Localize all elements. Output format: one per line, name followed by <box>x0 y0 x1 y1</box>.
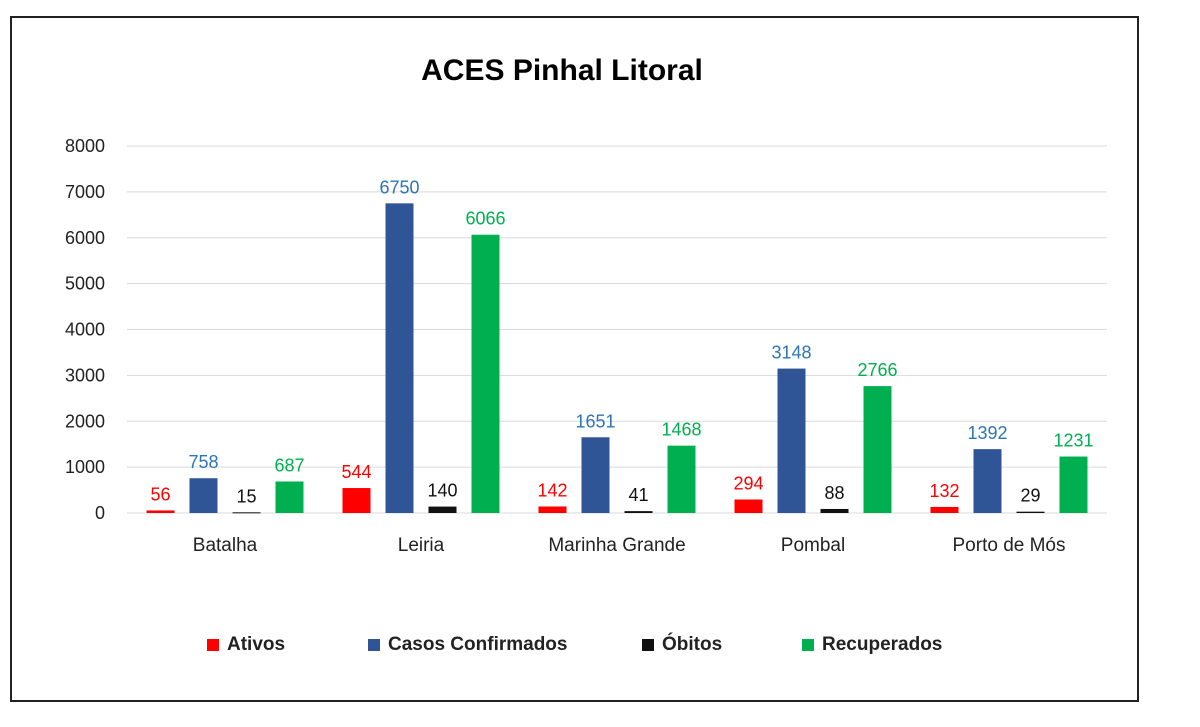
bar <box>275 481 304 513</box>
data-label: 687 <box>274 455 304 475</box>
data-label: 758 <box>188 452 218 472</box>
bar <box>1016 511 1045 513</box>
data-label: 41 <box>628 485 648 505</box>
data-label: 544 <box>341 462 371 482</box>
data-label: 294 <box>733 474 763 494</box>
y-tick-label: 6000 <box>65 228 105 248</box>
legend-swatch <box>207 639 219 651</box>
data-label: 6750 <box>379 177 419 197</box>
data-label: 132 <box>929 481 959 501</box>
x-category-label: Marinha Grande <box>548 535 685 556</box>
x-category-label: Leiria <box>398 535 445 556</box>
data-labels: 56 758 15 687 544 6750 140 6066 142 1651 41 1468 294… <box>150 177 1093 506</box>
data-label: 1651 <box>575 411 615 431</box>
data-label: 1392 <box>967 423 1007 443</box>
bar <box>471 234 500 514</box>
legend-label: Ativos <box>227 634 285 655</box>
bar <box>232 512 261 514</box>
bar <box>973 449 1002 513</box>
bar <box>734 499 763 513</box>
legend-label: Óbitos <box>662 633 722 655</box>
y-tick-label: 4000 <box>65 320 105 340</box>
legend-swatch <box>802 639 814 651</box>
data-label: 1231 <box>1053 431 1093 451</box>
x-axis-categories: Batalha Leiria Marinha Grande Pombal Porto d… <box>193 535 1066 556</box>
bar <box>777 368 806 513</box>
x-category-label: Porto de Mós <box>953 535 1066 556</box>
y-tick-label: 5000 <box>65 274 105 294</box>
bars <box>146 203 1088 514</box>
bar <box>820 508 849 513</box>
data-label: 3148 <box>771 343 811 363</box>
y-tick-label: 1000 <box>65 457 105 477</box>
y-tick-label: 7000 <box>65 182 105 202</box>
x-category-label: Batalha <box>193 535 258 556</box>
bar <box>667 445 696 513</box>
bar <box>581 437 610 513</box>
y-axis-ticks: 0 1000 2000 3000 4000 5000 6000 7000 8000 <box>65 136 105 523</box>
bar <box>1059 456 1088 513</box>
data-label: 56 <box>150 484 170 504</box>
data-label: 2766 <box>857 360 897 380</box>
bar <box>930 506 959 513</box>
data-label: 6066 <box>465 209 505 229</box>
data-label: 88 <box>824 483 844 503</box>
legend-label: Casos Confirmados <box>388 634 567 655</box>
bar <box>624 511 653 513</box>
x-category-label: Pombal <box>781 535 845 556</box>
bar <box>385 203 414 513</box>
bar <box>189 478 218 513</box>
bar <box>146 510 175 513</box>
chart-frame: ACES Pinhal Litoral 0 1000 2000 3000 4000 500… <box>10 16 1139 702</box>
y-tick-label: 3000 <box>65 365 105 385</box>
data-label: 142 <box>537 480 567 500</box>
bar <box>863 386 892 513</box>
legend-swatch <box>368 639 380 651</box>
bar <box>342 488 371 513</box>
legend-label: Recuperados <box>822 634 942 655</box>
data-label: 140 <box>427 481 457 501</box>
y-tick-label: 2000 <box>65 411 105 431</box>
data-label: 1468 <box>661 420 701 440</box>
bar <box>428 506 457 513</box>
y-tick-label: 0 <box>95 503 105 523</box>
chart-title: ACES Pinhal Litoral <box>421 54 703 87</box>
data-label: 29 <box>1020 486 1040 506</box>
bar-chart: ACES Pinhal Litoral 0 1000 2000 3000 4000 500… <box>65 54 1107 655</box>
y-tick-label: 8000 <box>65 136 105 156</box>
grid-lines <box>127 145 1107 514</box>
legend: Ativos Casos Confirmados Óbitos Recuperados <box>207 633 942 655</box>
data-label: 15 <box>236 486 256 506</box>
bar <box>538 506 567 513</box>
legend-swatch <box>642 639 654 651</box>
